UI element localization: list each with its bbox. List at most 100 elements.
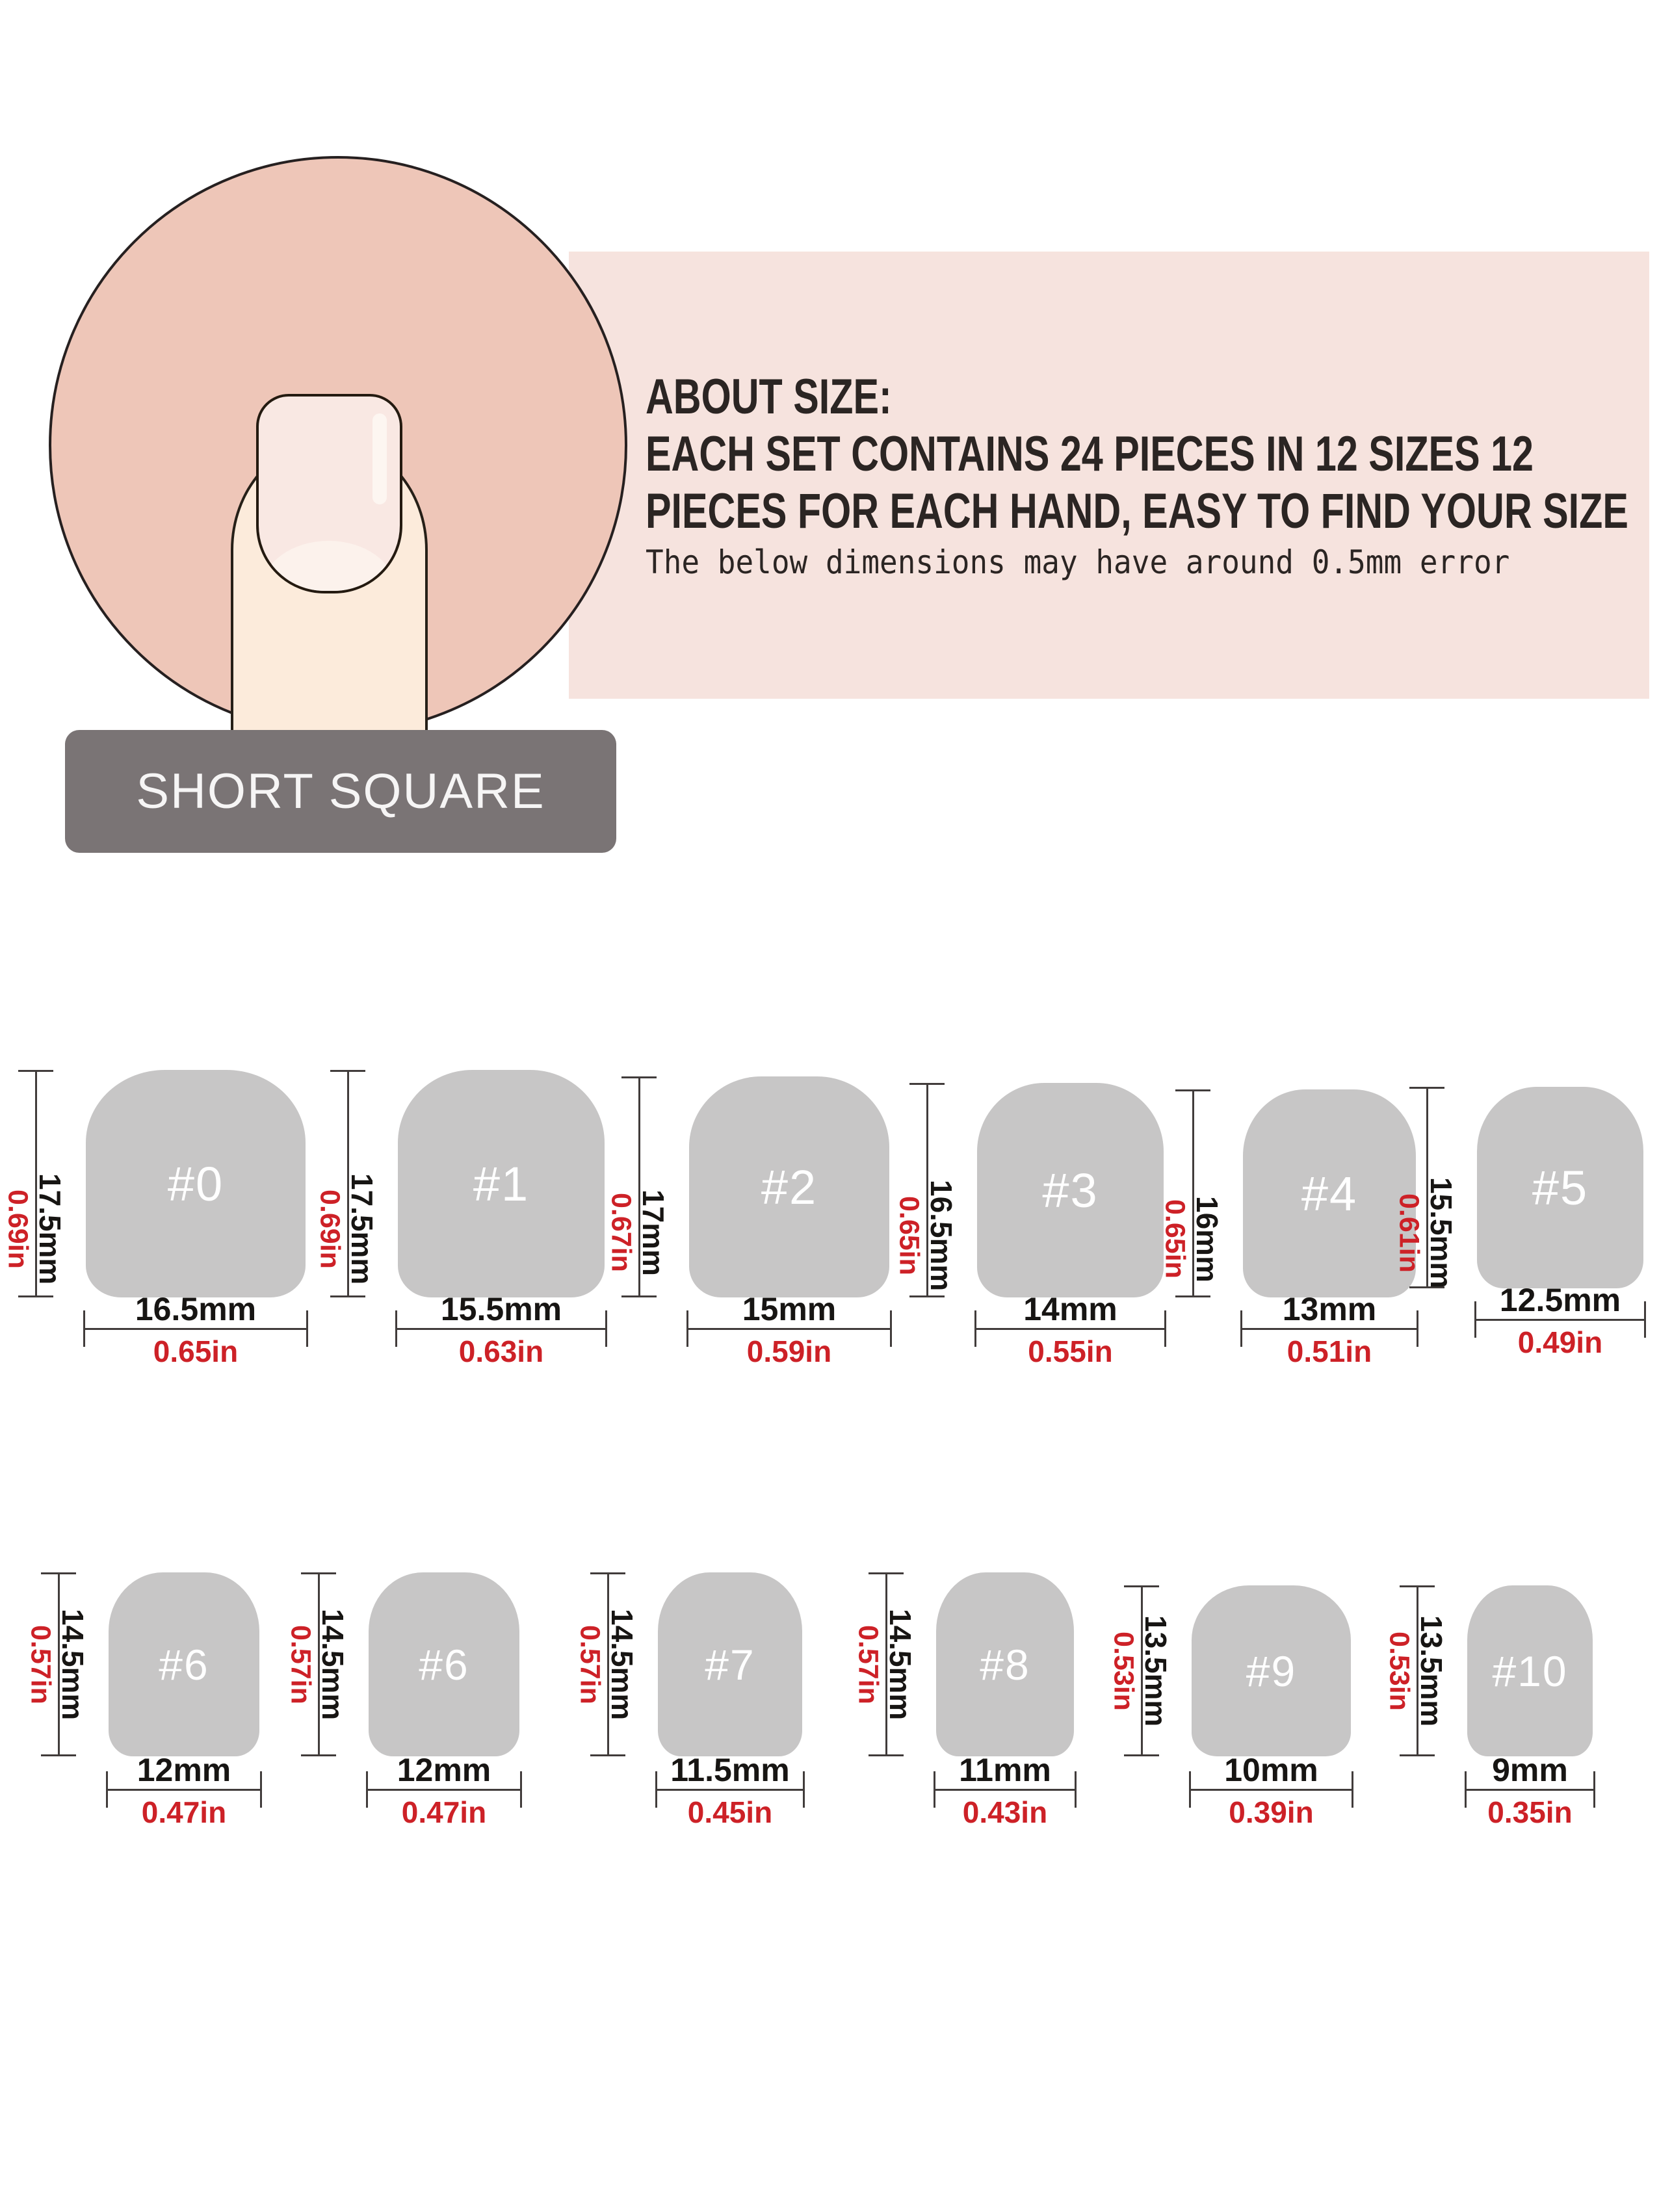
height-dimension-cap-top (1124, 1585, 1159, 1587)
height-dimension-cap-top (590, 1572, 625, 1574)
height-dimension-cap-top (301, 1572, 336, 1574)
nail-number: #9 (1246, 1646, 1297, 1695)
width-dimension-line (1465, 1789, 1595, 1791)
width-dimension-cap-left (1240, 1310, 1242, 1347)
height-inch-label: 0.57in (25, 1624, 57, 1704)
height-inch-label: 0.57in (285, 1624, 317, 1704)
height-dimension-cap-bottom (621, 1295, 657, 1297)
width-dimension-cap-right (1593, 1771, 1595, 1808)
height-dimension-line (318, 1572, 320, 1756)
height-dimension-cap-bottom (41, 1754, 76, 1756)
width-inch-label: 0.63in (458, 1334, 544, 1368)
width-dimension-cap-right (306, 1310, 308, 1347)
nail-shape: #9 (1192, 1585, 1351, 1756)
shape-label-box: SHORT SQUARE (65, 730, 616, 853)
width-dimension-line (974, 1328, 1166, 1330)
heading-line-3: PIECES FOR EACH HAND, EASY TO FIND YOUR … (646, 484, 1628, 539)
height-dimension-cap-top (41, 1572, 76, 1574)
nail-shape: #4 (1243, 1089, 1416, 1297)
width-dimension-cap-right (520, 1771, 522, 1808)
width-inch-label: 0.43in (962, 1795, 1048, 1829)
height-inch-label: 0.67in (605, 1193, 637, 1272)
height-dimension-line (58, 1572, 60, 1756)
height-inch-label: 0.53in (1383, 1631, 1415, 1711)
nail-number: #6 (419, 1640, 469, 1689)
height-dimension-cap-bottom (909, 1295, 945, 1297)
width-inch-label: 0.49in (1517, 1325, 1603, 1359)
width-mm-label: 12.5mm (1499, 1282, 1621, 1318)
nail-number: #5 (1532, 1160, 1589, 1215)
width-dimension-line (106, 1789, 262, 1791)
height-mm-label: 13.5mm (1415, 1615, 1448, 1727)
width-mm-label: 15mm (742, 1291, 837, 1327)
height-dimension-line (607, 1572, 609, 1756)
width-mm-label: 15.5mm (440, 1291, 562, 1327)
nail-number: #6 (159, 1640, 209, 1689)
height-dimension-line (1192, 1089, 1194, 1297)
height-mm-label: 16.5mm (924, 1180, 958, 1292)
width-dimension-line (686, 1328, 892, 1330)
height-mm-label: 17.5mm (345, 1173, 379, 1285)
width-mm-label: 9mm (1492, 1752, 1568, 1788)
width-mm-label: 11.5mm (670, 1752, 790, 1788)
height-inch-label: 0.65in (893, 1196, 925, 1275)
nail-number: #4 (1301, 1166, 1358, 1221)
height-dimension-line (885, 1572, 887, 1756)
width-dimension-cap-right (605, 1310, 607, 1347)
height-mm-label: 14.5mm (883, 1608, 917, 1721)
height-dimension-cap-top (1400, 1585, 1435, 1587)
nail-shape: #6 (369, 1572, 519, 1756)
height-inch-label: 0.65in (1159, 1199, 1191, 1279)
height-dimension-cap-top (330, 1070, 365, 1072)
height-dimension-cap-top (909, 1083, 945, 1085)
nail-number: #1 (473, 1156, 530, 1211)
width-mm-label: 12mm (137, 1752, 231, 1788)
width-dimension-cap-left (106, 1771, 108, 1808)
height-dimension-cap-bottom (590, 1754, 625, 1756)
nail-shine (372, 413, 387, 504)
nail-number: #7 (705, 1640, 755, 1689)
shape-label: SHORT SQUARE (136, 764, 545, 819)
height-mm-label: 14.5mm (316, 1608, 350, 1721)
width-inch-label: 0.35in (1487, 1795, 1573, 1829)
width-dimension-cap-left (974, 1310, 976, 1347)
height-mm-label: 14.5mm (605, 1608, 639, 1721)
height-dimension-cap-bottom (1175, 1295, 1210, 1297)
width-dimension-cap-left (1465, 1771, 1467, 1808)
height-dimension-cap-bottom (1124, 1754, 1159, 1756)
height-dimension-line (35, 1070, 37, 1297)
heading-line-1: ABOUT SIZE: (646, 369, 892, 424)
nail-plate-illustration (256, 394, 402, 593)
width-dimension-cap-left (366, 1771, 368, 1808)
width-inch-label: 0.59in (746, 1334, 832, 1368)
height-inch-label: 0.57in (574, 1624, 606, 1704)
width-inch-label: 0.55in (1028, 1334, 1113, 1368)
height-mm-label: 14.5mm (56, 1608, 90, 1721)
width-dimension-cap-right (260, 1771, 262, 1808)
height-dimension-cap-bottom (869, 1754, 904, 1756)
height-dimension-cap-bottom (301, 1754, 336, 1756)
height-dimension-cap-bottom (18, 1295, 53, 1297)
height-inch-label: 0.61in (1393, 1193, 1425, 1273)
height-dimension-cap-top (18, 1070, 53, 1072)
width-dimension-cap-right (1075, 1771, 1077, 1808)
nail-shape: #3 (977, 1083, 1164, 1297)
nail-number: #2 (761, 1160, 818, 1214)
height-dimension-cap-bottom (1400, 1754, 1435, 1756)
width-inch-label: 0.47in (141, 1795, 227, 1829)
width-inch-label: 0.47in (401, 1795, 487, 1829)
width-dimension-cap-left (1474, 1301, 1476, 1338)
nail-shape: #7 (658, 1572, 802, 1756)
width-dimension-cap-left (934, 1771, 935, 1808)
dimension-note: The below dimensions may have around 0.5… (646, 543, 1510, 581)
width-mm-label: 14mm (1023, 1291, 1117, 1327)
width-dimension-cap-right (1164, 1310, 1166, 1347)
height-inch-label: 0.53in (1108, 1631, 1140, 1711)
heading-line-2: EACH SET CONTAINS 24 PIECES IN 12 SIZES … (646, 426, 1534, 482)
nail-lunula (262, 541, 395, 591)
nail-number: #0 (167, 1156, 224, 1211)
height-dimension-cap-bottom (1409, 1286, 1444, 1288)
width-dimension-line (1240, 1328, 1418, 1330)
width-dimension-line (1189, 1789, 1353, 1791)
nail-number: #10 (1492, 1646, 1568, 1695)
